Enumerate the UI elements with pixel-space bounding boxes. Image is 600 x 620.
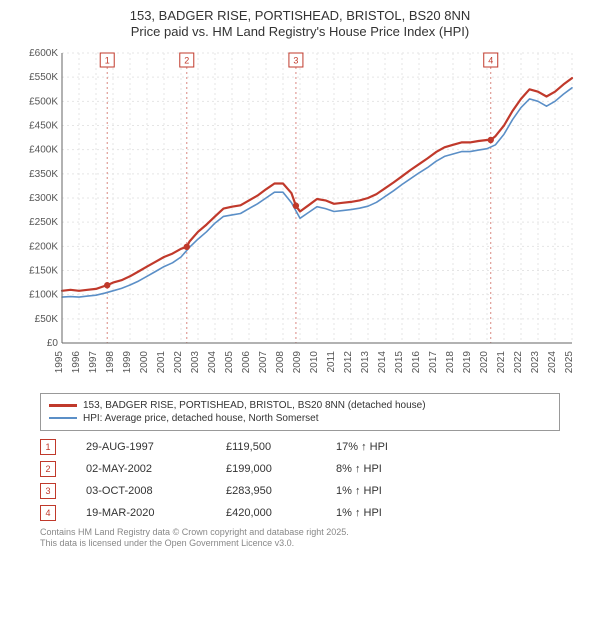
svg-text:2007: 2007 — [258, 350, 269, 373]
svg-text:1998: 1998 — [105, 350, 116, 373]
marker-row: 2 02-MAY-2002 £199,000 8% ↑ HPI — [40, 461, 560, 477]
svg-text:£0: £0 — [47, 338, 59, 349]
svg-text:2018: 2018 — [445, 350, 456, 373]
legend-label: 153, BADGER RISE, PORTISHEAD, BRISTOL, B… — [83, 400, 426, 411]
svg-text:1: 1 — [105, 55, 110, 65]
svg-text:2024: 2024 — [547, 350, 558, 373]
svg-text:2013: 2013 — [360, 350, 371, 373]
svg-text:£200K: £200K — [29, 241, 58, 252]
svg-text:2023: 2023 — [530, 350, 541, 373]
marker-price: £420,000 — [226, 507, 306, 519]
svg-text:2006: 2006 — [241, 350, 252, 373]
svg-text:£550K: £550K — [29, 72, 58, 83]
svg-text:£100K: £100K — [29, 289, 58, 300]
marker-badge: 2 — [40, 461, 56, 477]
svg-text:2022: 2022 — [513, 350, 524, 373]
svg-text:2017: 2017 — [428, 350, 439, 373]
svg-text:2002: 2002 — [173, 350, 184, 373]
svg-text:£300K: £300K — [29, 193, 58, 204]
svg-text:1999: 1999 — [122, 350, 133, 373]
svg-text:2005: 2005 — [224, 350, 235, 373]
marker-date: 29-AUG-1997 — [86, 441, 196, 453]
marker-pct: 1% ↑ HPI — [336, 507, 446, 519]
svg-text:2015: 2015 — [394, 350, 405, 373]
svg-text:£600K: £600K — [29, 48, 58, 59]
marker-badge: 3 — [40, 483, 56, 499]
svg-text:2003: 2003 — [190, 350, 201, 373]
svg-text:2001: 2001 — [156, 350, 167, 373]
svg-text:£50K: £50K — [35, 313, 59, 324]
svg-text:2021: 2021 — [496, 350, 507, 373]
marker-badge: 4 — [40, 505, 56, 521]
svg-text:£150K: £150K — [29, 265, 58, 276]
footer-attribution: Contains HM Land Registry data © Crown c… — [40, 527, 560, 550]
legend-item: 153, BADGER RISE, PORTISHEAD, BRISTOL, B… — [49, 400, 551, 411]
chart-container: 153, BADGER RISE, PORTISHEAD, BRISTOL, B… — [0, 0, 600, 556]
title-line-2: Price paid vs. HM Land Registry's House … — [10, 24, 590, 40]
marker-pct: 17% ↑ HPI — [336, 441, 446, 453]
marker-row: 4 19-MAR-2020 £420,000 1% ↑ HPI — [40, 505, 560, 521]
svg-text:2016: 2016 — [411, 350, 422, 373]
legend-label: HPI: Average price, detached house, Nort… — [83, 413, 319, 424]
svg-text:2012: 2012 — [343, 350, 354, 373]
svg-text:2009: 2009 — [292, 350, 303, 373]
svg-text:£500K: £500K — [29, 96, 58, 107]
svg-text:2010: 2010 — [309, 350, 320, 373]
footer-line-2: This data is licensed under the Open Gov… — [40, 538, 560, 550]
svg-text:2000: 2000 — [139, 350, 150, 373]
svg-text:2011: 2011 — [326, 350, 337, 372]
legend: 153, BADGER RISE, PORTISHEAD, BRISTOL, B… — [40, 393, 560, 431]
svg-text:£350K: £350K — [29, 168, 58, 179]
chart-title: 153, BADGER RISE, PORTISHEAD, BRISTOL, B… — [10, 8, 590, 41]
marker-price: £283,950 — [226, 485, 306, 497]
marker-row: 3 03-OCT-2008 £283,950 1% ↑ HPI — [40, 483, 560, 499]
markers-table: 1 29-AUG-1997 £119,500 17% ↑ HPI 2 02-MAY-200… — [40, 439, 560, 521]
title-line-1: 153, BADGER RISE, PORTISHEAD, BRISTOL, B… — [10, 8, 590, 24]
legend-item: HPI: Average price, detached house, Nort… — [49, 413, 551, 424]
svg-text:2014: 2014 — [377, 350, 388, 373]
marker-date: 19-MAR-2020 — [86, 507, 196, 519]
marker-date: 03-OCT-2008 — [86, 485, 196, 497]
chart-svg: £0 £50K £100K £150K £200K £250K £300K £350K £400… — [20, 47, 580, 387]
legend-swatch — [49, 417, 77, 419]
legend-swatch — [49, 404, 77, 407]
svg-text:£450K: £450K — [29, 120, 58, 131]
svg-text:£400K: £400K — [29, 144, 58, 155]
marker-date: 02-MAY-2002 — [86, 463, 196, 475]
svg-text:2020: 2020 — [479, 350, 490, 373]
marker-price: £119,500 — [226, 441, 306, 453]
svg-text:1996: 1996 — [71, 350, 82, 373]
svg-text:1995: 1995 — [54, 350, 65, 373]
marker-pct: 1% ↑ HPI — [336, 485, 446, 497]
chart-plot-area: £0 £50K £100K £150K £200K £250K £300K £350K £400… — [20, 47, 580, 387]
marker-price: £199,000 — [226, 463, 306, 475]
svg-text:1997: 1997 — [88, 350, 99, 373]
svg-text:2: 2 — [184, 55, 189, 65]
marker-row: 1 29-AUG-1997 £119,500 17% ↑ HPI — [40, 439, 560, 455]
footer-line-1: Contains HM Land Registry data © Crown c… — [40, 527, 560, 539]
svg-text:4: 4 — [488, 55, 493, 65]
svg-text:2019: 2019 — [462, 350, 473, 373]
marker-badge: 1 — [40, 439, 56, 455]
svg-text:£250K: £250K — [29, 217, 58, 228]
svg-text:2008: 2008 — [275, 350, 286, 373]
svg-text:3: 3 — [293, 55, 298, 65]
marker-pct: 8% ↑ HPI — [336, 463, 446, 475]
svg-text:2025: 2025 — [564, 350, 575, 373]
svg-text:2004: 2004 — [207, 350, 218, 373]
